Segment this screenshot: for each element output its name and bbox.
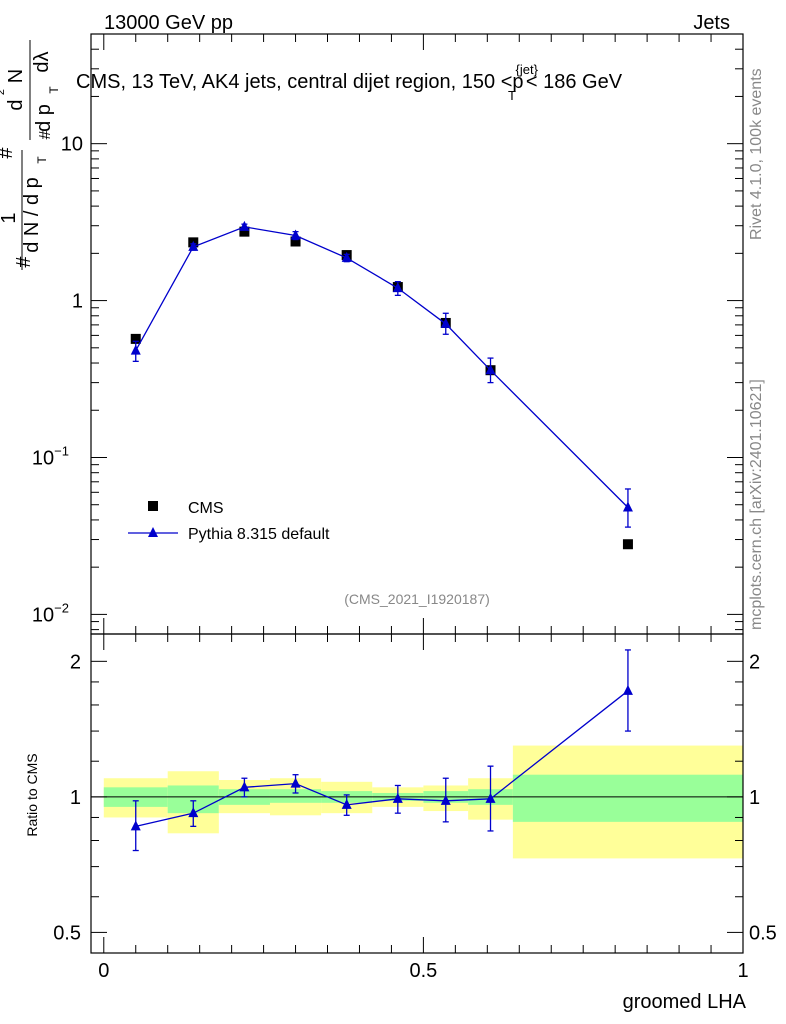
ratio-data-point [485,792,496,803]
legend-pythia-marker [148,527,158,537]
ratio-y-tick-label-right: 2 [749,651,760,673]
y-label-part: d p [33,104,55,132]
main-y-tick-label: 10 [61,134,83,156]
main-y-axis-label: #1d N / d p T # d 2 Nd p T # dλ [0,40,61,270]
pythia-data-point [485,364,496,375]
y-label-part: T [47,86,61,94]
ratio-data-point [341,798,352,809]
y-label-part: # [37,130,54,139]
ratio-panel: 0.5 0.51 12 20 0.5 1 [53,633,777,982]
ratio-y-tick-label-right: 0.5 [749,922,777,944]
ratio-y-axis-label: Ratio to CMS [24,753,40,836]
pythia-data-point [622,501,633,512]
main-plot-title: CMS, 13 TeV, AK4 jets, central dijet reg… [76,62,623,103]
ratio-data-point [130,820,141,831]
y-label-part: 2 [0,89,7,95]
ratio-data-point [188,807,199,818]
pythia-data-point [130,344,141,355]
cms-data-point [290,236,301,247]
cms-data-point [239,226,250,237]
main-frame [90,33,744,635]
pythia-data-point [440,317,451,328]
ratio-data-point [239,781,250,792]
cms-data-point [622,539,633,550]
main-y-tick-label: 10−2 [32,600,69,626]
pythia-data-point [239,220,250,231]
ratio-x-tick-label: 1 [737,960,748,982]
pythia-data-point [341,251,352,262]
legend-pythia-label: Pythia 8.315 default [188,526,330,543]
pythia-data-point [290,229,301,240]
header-right: Jets [693,12,730,34]
y-label-part: d N / d p [21,177,43,253]
x-axis-label: groomed LHA [623,991,747,1013]
main-y-tick-label: 10−1 [32,443,69,469]
cms-data-point [130,333,141,344]
ratio-stat-uncertainty-band [512,774,743,822]
main-y-tick-label: 1 [72,291,83,313]
main-panel: 10−2 10−1 1 10 [32,33,744,635]
side-label-top: Rivet 4.1.0, 100k events [748,68,765,240]
ratio-data-point [440,794,451,805]
ratio-frame [90,633,744,954]
ratio-data-point [290,777,301,788]
legend: CMS Pythia 8.315 default [128,500,330,543]
y-label-part: # [0,147,17,159]
legend-cms-label: CMS [188,500,224,517]
ratio-x-tick-label: 0 [98,960,109,982]
ratio-y-tick-label-right: 1 [749,787,760,809]
legend-cms-marker [148,501,158,511]
pythia-line [135,226,629,508]
y-label-part: N [5,69,27,83]
analysis-id: (CMS_2021_I1920187) [344,591,490,607]
y-label-part: 1 [0,212,20,223]
ratio-y-tick-label-left: 1 [70,787,81,809]
ratio-data-point [622,684,633,695]
y-label-part: T [35,156,49,164]
header-left: 13000 GeV pp [104,12,233,34]
ratio-data-point [392,792,403,803]
ratio-stat-uncertainty-band [269,789,322,803]
y-label-part: d [5,99,27,110]
side-label-bottom: mcplots.cern.ch [arXiv:2401.10621] [748,379,765,630]
ratio-y-tick-label-left: 0.5 [53,922,81,944]
pythia-data-point [392,282,403,293]
pythia-data-point [188,240,199,251]
ratio-y-tick-label-left: 2 [70,651,81,673]
y-label-part: # [13,256,35,268]
ratio-x-tick-label: 0.5 [409,960,437,982]
y-label-part: dλ [31,51,53,72]
